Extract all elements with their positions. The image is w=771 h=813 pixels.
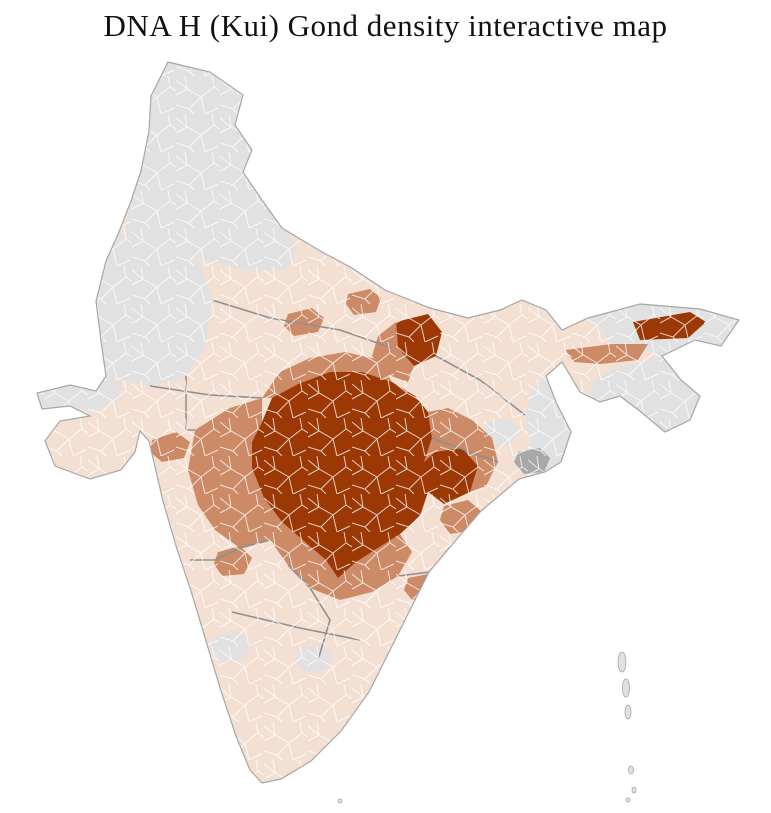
page-title: DNA H (Kui) Gond density interactive map [103,8,668,43]
district-borders-overlay [37,62,739,783]
country-outline [36,61,740,784]
island-chain[interactable] [337,651,637,804]
